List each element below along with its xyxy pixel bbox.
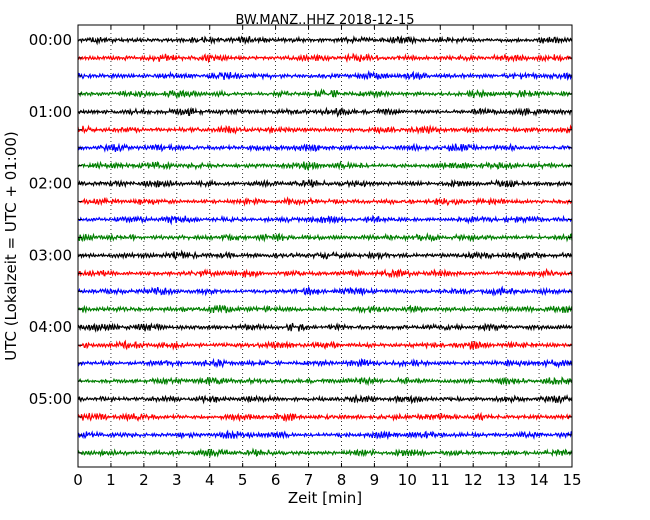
trace-0115 bbox=[77, 124, 573, 135]
trace-0315 bbox=[77, 267, 573, 279]
trace-0400 bbox=[77, 322, 573, 333]
trace-0430 bbox=[77, 357, 573, 369]
trace-0200 bbox=[77, 178, 573, 189]
trace-0045 bbox=[77, 88, 573, 100]
x-tick-label: 15 bbox=[562, 471, 581, 489]
x-tick-label: 10 bbox=[398, 471, 417, 489]
y-tick-label: 04:00 bbox=[29, 318, 72, 336]
trace-0530 bbox=[77, 429, 573, 441]
vertical-grid bbox=[110, 25, 540, 467]
x-axis-label: Zeit [min] bbox=[288, 489, 362, 507]
trace-0415 bbox=[77, 339, 573, 351]
y-tick-label: 02:00 bbox=[29, 175, 72, 193]
trace-0345 bbox=[77, 304, 573, 314]
y-tick-label: 00:00 bbox=[29, 31, 72, 49]
trace-0230 bbox=[77, 214, 573, 226]
x-tick-label: 0 bbox=[73, 471, 83, 489]
trace-0500 bbox=[77, 393, 573, 405]
y-tick-label: 01:00 bbox=[29, 103, 72, 121]
x-tick-label: 11 bbox=[431, 471, 450, 489]
x-tick-label: 3 bbox=[172, 471, 182, 489]
trace-0130 bbox=[77, 142, 573, 153]
trace-0445 bbox=[77, 376, 573, 387]
x-tick-label: 9 bbox=[370, 471, 380, 489]
trace-0545 bbox=[77, 447, 573, 458]
trace-0300 bbox=[77, 249, 573, 262]
x-tick-label: 12 bbox=[464, 471, 483, 489]
y-tick-label: 03:00 bbox=[29, 246, 72, 264]
x-tick-label: 8 bbox=[337, 471, 347, 489]
x-tick-label: 13 bbox=[497, 471, 516, 489]
trace-0100 bbox=[77, 106, 573, 118]
x-axis-ticks: 0 1 2 3 4 5 6 7 8 9 10 11 12 13 14 15 bbox=[73, 25, 582, 489]
trace-0000 bbox=[77, 34, 573, 46]
trace-0030 bbox=[77, 69, 573, 82]
y-axis-label: UTC (Lokalzeit = UTC + 01:00) bbox=[2, 131, 20, 361]
trace-0515 bbox=[77, 411, 573, 423]
x-tick-label: 1 bbox=[106, 471, 116, 489]
x-tick-label: 14 bbox=[530, 471, 549, 489]
plot-frame bbox=[77, 24, 573, 468]
trace-0215 bbox=[77, 196, 573, 207]
trace-0245 bbox=[77, 232, 573, 243]
chart-title: BW.MANZ..HHZ 2018-12-15 bbox=[235, 13, 414, 28]
trace-0330 bbox=[77, 285, 573, 297]
trace-0015 bbox=[77, 52, 573, 64]
traces-group bbox=[77, 34, 573, 458]
x-tick-label: 7 bbox=[304, 471, 314, 489]
x-tick-label: 2 bbox=[139, 471, 149, 489]
x-tick-label: 5 bbox=[238, 471, 248, 489]
y-axis-ticks: 00:00 01:00 02:00 03:00 04:00 05:00 bbox=[29, 31, 572, 454]
trace-0145 bbox=[77, 160, 573, 172]
x-tick-label: 4 bbox=[205, 471, 215, 489]
x-tick-label: 6 bbox=[271, 471, 281, 489]
y-tick-label: 05:00 bbox=[29, 390, 72, 408]
